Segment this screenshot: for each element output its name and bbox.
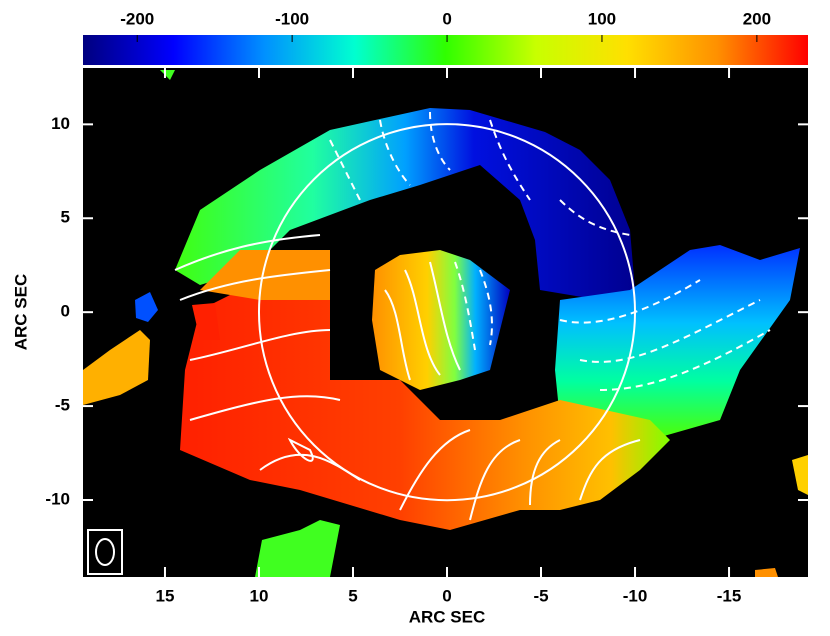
- colorbar: [83, 35, 808, 65]
- x-tick-label: -10: [623, 586, 648, 605]
- y-tick-label: 0: [61, 302, 70, 321]
- x-axis-label: ARC SEC: [409, 607, 486, 626]
- y-tick-label: 10: [51, 114, 70, 133]
- velocity-field: [83, 70, 808, 577]
- x-tick-label: 10: [250, 586, 269, 605]
- x-tick-label: 0: [442, 586, 451, 605]
- colorbar-tick-label: 100: [588, 9, 616, 28]
- beam-box: [87, 529, 123, 575]
- x-tick-label: 5: [348, 586, 357, 605]
- x-tick-label: -15: [717, 586, 742, 605]
- x-tick-label: 15: [156, 586, 175, 605]
- ring-circle: [257, 123, 637, 502]
- beam: [95, 538, 115, 566]
- y-tick-label: -5: [55, 396, 70, 415]
- colorbar-tick-label: 200: [743, 9, 771, 28]
- colorbar-tick-label: -200: [120, 9, 154, 28]
- colorbar-tick-label: 0: [442, 9, 451, 28]
- colorbar-tick-label: -100: [275, 9, 309, 28]
- y-axis-label: ARC SEC: [11, 274, 30, 351]
- y-tick-label: 5: [61, 208, 70, 227]
- x-tick-label: -5: [533, 586, 548, 605]
- y-tick-label: -10: [45, 489, 70, 508]
